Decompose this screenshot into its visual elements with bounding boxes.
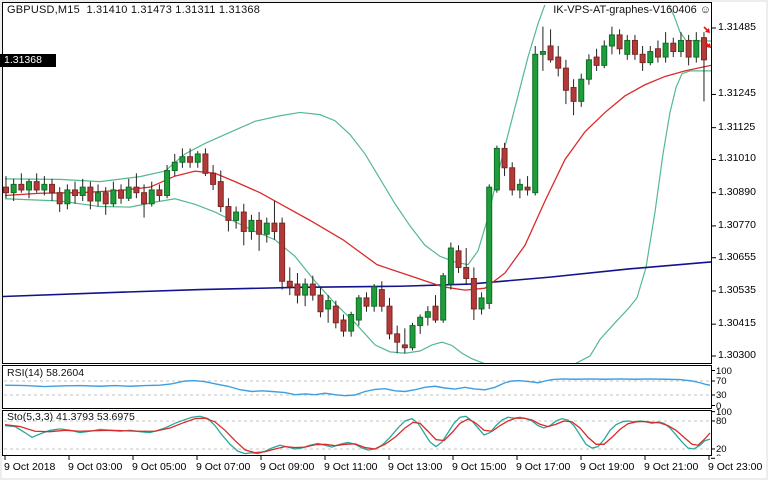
price-axis-label: 1.31010 — [718, 152, 756, 165]
stochastic-label: Sto(5,3,3) 41.3793 53.6975 — [7, 411, 135, 423]
price-axis-label: 1.30415 — [718, 317, 756, 330]
current-price-badge: 1.31368 — [0, 53, 56, 67]
stochastic-name: Sto(5,3,3) — [7, 411, 54, 423]
price-axis-label: 1.31245 — [718, 87, 756, 100]
time-axis-label: 9 Oct 03:00 — [68, 461, 123, 473]
watermark: IK-VPS-AT-graphes-V160406 ☺ — [553, 4, 711, 16]
rsi-label: RSI(14) 58.2604 — [7, 367, 84, 379]
time-axis-label: 9 Oct 17:00 — [516, 461, 571, 473]
time-axis[interactable]: 9 Oct 2018 9 Oct 03:00 9 Oct 05:00 9 Oct 07… — [2, 456, 766, 478]
time-axis-label: 9 Oct 15:00 — [452, 461, 507, 473]
time-axis-label: 9 Oct 05:00 — [132, 461, 187, 473]
price-axis-label: 1.30770 — [718, 218, 756, 231]
rsi-value: 58.2604 — [46, 367, 85, 379]
time-axis-label: 9 Oct 09:00 — [260, 461, 315, 473]
price-axis-label: 1.30535 — [718, 283, 756, 296]
price-axis-label: 1.30655 — [718, 250, 756, 263]
time-axis-label: 9 Oct 2018 — [4, 461, 56, 473]
price-axis-label: 1.31125 — [718, 120, 756, 133]
rsi-name: RSI(14) — [7, 367, 44, 379]
time-axis-label: 9 Oct 23:00 — [708, 461, 763, 473]
stochastic-values: 41.3793 53.6975 — [56, 411, 135, 423]
sto-scale-label: 20 — [716, 443, 727, 455]
watermark-text: IK-VPS-AT-graphes-V160406 — [553, 4, 697, 16]
price-axis-label: 1.31485 — [718, 21, 756, 33]
time-axis-label: 9 Oct 07:00 — [196, 461, 251, 473]
symbol-ohlc-header: GBPUSD,M15 1.31410 1.31473 1.31311 1.313… — [7, 4, 260, 16]
rsi-scale-label: 0 — [716, 400, 722, 412]
smiley-icon: ☺ — [699, 4, 711, 16]
rsi-scale-label: 30 — [716, 390, 727, 401]
rsi-scale-label: 70 — [716, 376, 727, 387]
time-axis-label: 9 Oct 13:00 — [388, 461, 443, 473]
price-axis[interactable]: 1.31485 1.31245 1.31125 1.31010 1.30890 1.307… — [712, 2, 766, 464]
price-axis-label: 1.30300 — [718, 349, 756, 361]
ohlc-values-label: 1.31410 1.31473 1.31311 1.31368 — [86, 4, 261, 16]
time-axis-label: 9 Oct 21:00 — [644, 461, 699, 473]
rsi-panel[interactable] — [2, 365, 712, 409]
symbol-period-label: GBPUSD,M15 — [7, 4, 80, 16]
main-chart-panel[interactable] — [2, 2, 712, 364]
sto-scale-label: 80 — [716, 415, 727, 427]
time-axis-label: 9 Oct 11:00 — [324, 461, 378, 473]
sto-scale-label: 100 — [716, 406, 732, 418]
time-axis-label: 9 Oct 19:00 — [580, 461, 635, 473]
price-axis-label: 1.30890 — [718, 185, 756, 198]
rsi-scale-label: 100 — [716, 365, 732, 377]
